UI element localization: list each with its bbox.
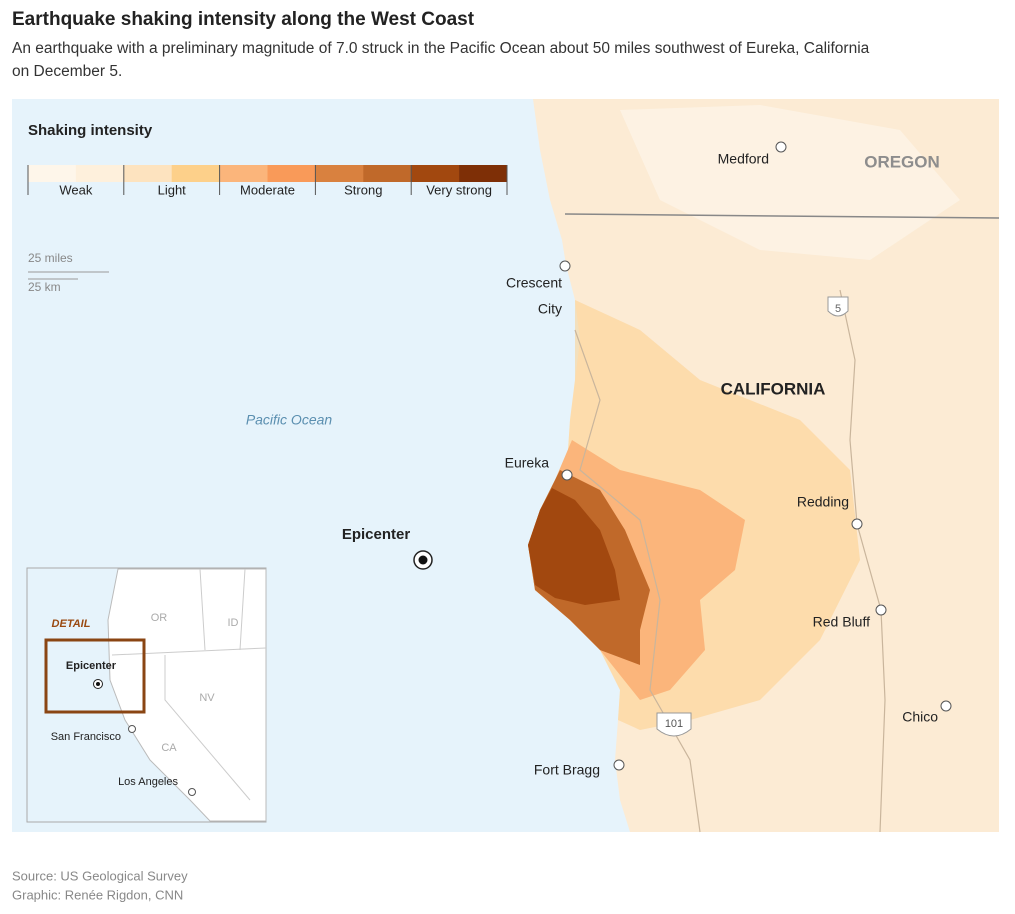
legend-swatch [28, 165, 77, 182]
legend-label: Very strong [426, 182, 492, 197]
subtitle: on December 5. [12, 63, 122, 80]
highway-label: 5 [835, 303, 841, 315]
scale-label: 25 miles [28, 251, 73, 265]
inset-city-dot [128, 725, 136, 733]
shield [827, 296, 849, 317]
legend-swatch [411, 165, 460, 182]
highway-label: 101 [665, 718, 683, 730]
water-label: Pacific Ocean [246, 412, 333, 428]
inset-state: ID [228, 617, 239, 629]
city-label: Red Bluff [813, 614, 870, 630]
highway-shield: 5 [827, 296, 849, 317]
city-dot [559, 260, 571, 272]
inland-light [620, 105, 960, 260]
inset-state: CA [161, 742, 177, 754]
region-label: OREGON [864, 152, 940, 171]
city-label: Chico [902, 709, 938, 725]
city-label: Medford [718, 151, 769, 167]
legend-label: Moderate [240, 182, 295, 197]
legend-label: Weak [59, 182, 92, 197]
legend-swatch [315, 165, 364, 182]
city-dot [875, 604, 887, 616]
legend-swatch [363, 165, 412, 182]
legend-swatch [219, 165, 268, 182]
inset-land [107, 568, 267, 822]
legend-swatch [171, 165, 220, 182]
state-border [564, 213, 1000, 219]
highway-shield: 101 [656, 712, 692, 737]
legend-swatch [123, 165, 172, 182]
detail-box [44, 638, 146, 714]
legend-swatch [267, 165, 316, 182]
shaking-zone [528, 488, 620, 605]
inset-epicenter-label: Epicenter [66, 660, 117, 672]
title: Earthquake shaking intensity along the W… [12, 9, 475, 30]
inset-city-label: San Francisco [51, 731, 121, 743]
legend-label: Light [158, 182, 187, 197]
city-dot [561, 469, 573, 481]
subtitle: An earthquake with a preliminary magnitu… [12, 40, 870, 57]
shield [656, 712, 692, 737]
legend-title: Shaking intensity [28, 122, 153, 139]
inset-epicenter-dot [96, 682, 100, 686]
legend: Weak Light Moderate Strong Very strong [27, 165, 508, 197]
cities: Medford Crescent City Eureka Redding Red… [505, 141, 952, 778]
scale-label: 25 km [28, 280, 61, 294]
epicenter-dot [418, 555, 428, 565]
city-dot [613, 759, 625, 771]
city-dot [851, 518, 863, 530]
region-label: CALIFORNIA [721, 379, 826, 398]
map: OREGON CALIFORNIA Pacific Ocean 5 101 Me… [12, 99, 1000, 833]
inset-borders [111, 568, 267, 801]
inset-state: NV [199, 692, 215, 704]
legend-swatch [75, 165, 125, 182]
city-dot [775, 141, 787, 153]
inset-map: OR ID NV CA DETAIL Epicenter San Francis… [26, 567, 267, 823]
legend-swatch [459, 165, 508, 182]
city-label: Crescent [506, 275, 562, 291]
legend-label: Strong [344, 182, 382, 197]
source: Source: US Geological Survey [12, 868, 188, 883]
city-label: Fort Bragg [534, 762, 600, 778]
road [574, 329, 701, 833]
city-label: Redding [797, 494, 849, 510]
city-label: Eureka [505, 455, 550, 471]
city-dot [940, 700, 952, 712]
inset-state: OR [151, 612, 168, 624]
city-label: City [538, 301, 562, 317]
inset-city-dot [188, 788, 196, 796]
credit: Graphic: Renée Rigdon, CNN [12, 887, 183, 902]
inset-city-label: Los Angeles [118, 776, 178, 788]
inset-detail-label: DETAIL [52, 618, 91, 630]
epicenter-label: Epicenter [342, 526, 411, 543]
